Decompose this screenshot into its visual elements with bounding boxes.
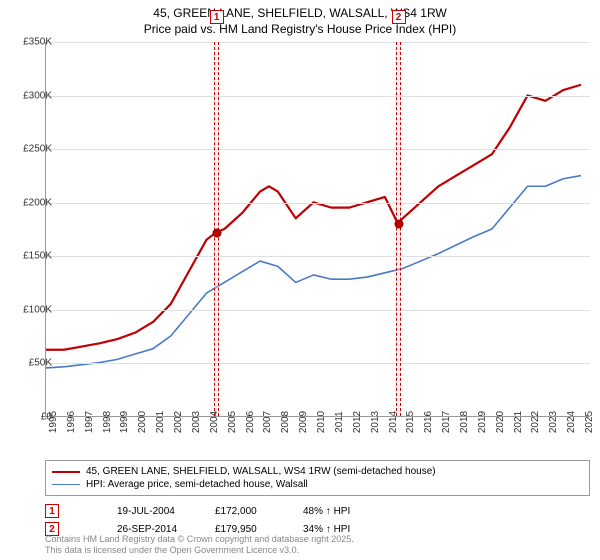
- legend-swatch-blue: [52, 484, 80, 485]
- legend: 45, GREEN LANE, SHELFIELD, WALSALL, WS4 …: [45, 460, 590, 496]
- footer-line1: Contains HM Land Registry data © Crown c…: [45, 534, 354, 544]
- chart-container: 45, GREEN LANE, SHELFIELD, WALSALL, WS4 …: [0, 0, 600, 560]
- x-tick-label: 2000: [137, 411, 148, 433]
- sale-marker-box: 1: [210, 10, 224, 24]
- x-tick-label: 2016: [423, 411, 434, 433]
- sale-table: 1 19-JUL-2004 £172,000 48% ↑ HPI 2 26-SE…: [45, 502, 350, 538]
- y-tick-label: £250K: [23, 144, 52, 155]
- legend-item-blue: HPI: Average price, semi-detached house,…: [52, 478, 583, 491]
- x-tick-label: 2009: [298, 411, 309, 433]
- x-tick-label: 2023: [548, 411, 559, 433]
- x-tick-label: 2015: [405, 411, 416, 433]
- sale-row-1: 1 19-JUL-2004 £172,000 48% ↑ HPI: [45, 502, 350, 520]
- plot-area: 12: [45, 42, 590, 417]
- x-tick-label: 2003: [191, 411, 202, 433]
- x-tick-label: 2025: [584, 411, 595, 433]
- x-tick-label: 2024: [566, 411, 577, 433]
- x-tick-label: 2022: [530, 411, 541, 433]
- y-tick-label: £150K: [23, 251, 52, 262]
- sale-price-1: £172,000: [215, 506, 285, 517]
- sale-band: [396, 42, 400, 416]
- x-tick-label: 2002: [173, 411, 184, 433]
- x-tick-label: 2001: [155, 411, 166, 433]
- sale-dot: [212, 228, 221, 237]
- x-tick-label: 2004: [209, 411, 220, 433]
- chart-title: 45, GREEN LANE, SHELFIELD, WALSALL, WS4 …: [0, 0, 600, 37]
- legend-label-blue: HPI: Average price, semi-detached house,…: [86, 479, 308, 490]
- sale-date-1: 19-JUL-2004: [117, 506, 197, 517]
- x-tick-label: 1995: [48, 411, 59, 433]
- sale-marker-1: 1: [45, 504, 59, 518]
- x-tick-label: 2012: [352, 411, 363, 433]
- title-line2: Price paid vs. HM Land Registry's House …: [144, 22, 456, 36]
- sale-hpi-2: 34% ↑ HPI: [303, 524, 350, 535]
- footer-line2: This data is licensed under the Open Gov…: [45, 545, 299, 555]
- footer: Contains HM Land Registry data © Crown c…: [45, 534, 354, 556]
- x-tick-label: 2019: [477, 411, 488, 433]
- x-tick-label: 2007: [262, 411, 273, 433]
- y-tick-label: £50K: [29, 358, 52, 369]
- y-tick-label: £350K: [23, 37, 52, 48]
- x-tick-label: 2005: [227, 411, 238, 433]
- x-tick-label: 2006: [245, 411, 256, 433]
- x-tick-label: 2010: [316, 411, 327, 433]
- chart-lines: [46, 42, 590, 416]
- x-tick-label: 1996: [66, 411, 77, 433]
- x-tick-label: 2011: [334, 411, 345, 433]
- legend-item-red: 45, GREEN LANE, SHELFIELD, WALSALL, WS4 …: [52, 465, 583, 478]
- y-tick-label: £200K: [23, 197, 52, 208]
- x-tick-label: 2020: [495, 411, 506, 433]
- sale-price-2: £179,950: [215, 524, 285, 535]
- y-tick-label: £300K: [23, 90, 52, 101]
- sale-hpi-1: 48% ↑ HPI: [303, 506, 350, 517]
- y-tick-label: £100K: [23, 304, 52, 315]
- x-tick-label: 2017: [441, 411, 452, 433]
- legend-label-red: 45, GREEN LANE, SHELFIELD, WALSALL, WS4 …: [86, 466, 436, 477]
- x-tick-label: 2014: [388, 411, 399, 433]
- x-tick-label: 2013: [370, 411, 381, 433]
- sale-marker-box: 2: [392, 10, 406, 24]
- x-tick-label: 1997: [84, 411, 95, 433]
- sale-date-2: 26-SEP-2014: [117, 524, 197, 535]
- legend-swatch-red: [52, 471, 80, 473]
- x-tick-label: 2021: [513, 411, 524, 433]
- x-tick-label: 1999: [119, 411, 130, 433]
- x-tick-label: 1998: [102, 411, 113, 433]
- x-tick-label: 2018: [459, 411, 470, 433]
- x-tick-label: 2008: [280, 411, 291, 433]
- sale-dot: [394, 220, 403, 229]
